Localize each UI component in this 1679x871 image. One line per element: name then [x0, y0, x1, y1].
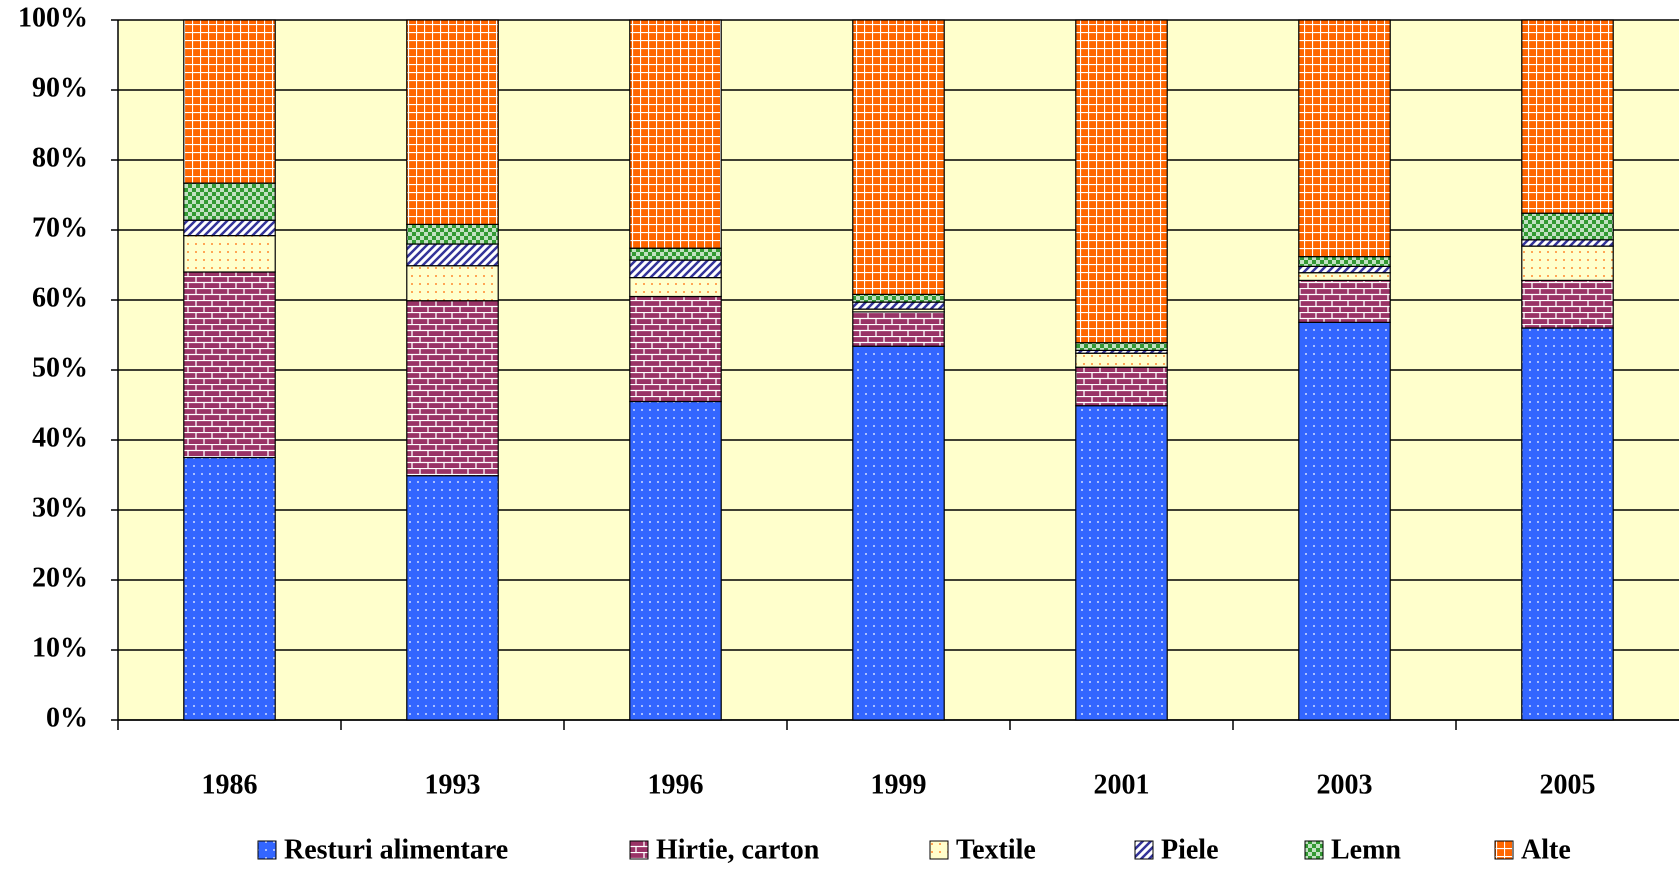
bar-segment [1521, 327, 1614, 721]
legend-label: Lemn [1331, 834, 1401, 865]
bar-segment [406, 265, 499, 302]
x-tick-label: 1996 [648, 769, 704, 800]
bar-segment [1075, 366, 1168, 407]
x-tick-label: 2001 [1094, 769, 1150, 800]
legend-swatch [1494, 840, 1514, 860]
bar-segment [183, 456, 276, 721]
legend-label: Hirtie, carton [656, 834, 820, 865]
bar-segment [406, 223, 499, 245]
bar-segment [1521, 239, 1614, 247]
bar-segment [629, 259, 722, 279]
y-tick-label: 100% [18, 2, 88, 33]
bar-segment [1075, 405, 1168, 721]
x-tick-label: 2003 [1317, 769, 1373, 800]
bar-segment [1298, 256, 1391, 268]
bar-segment [406, 300, 499, 477]
bar-segment [1521, 19, 1614, 214]
y-tick-label: 30% [32, 492, 88, 523]
bar-segment [852, 19, 945, 295]
bar-segment [1521, 245, 1614, 282]
bar-segment [406, 475, 499, 721]
legend-label: Resturi alimentare [284, 834, 508, 865]
bar-segment [183, 19, 276, 184]
y-tick-label: 0% [46, 702, 88, 733]
bar-segment [1521, 212, 1614, 241]
bar-segment [852, 293, 945, 303]
bar-segment [1075, 342, 1168, 352]
bar-segment [406, 243, 499, 267]
legend-label: Piele [1161, 834, 1219, 865]
y-tick-label: 20% [32, 562, 88, 593]
bar-segment [852, 311, 945, 347]
bar-segment [1075, 19, 1168, 344]
bar-segment [1298, 265, 1391, 274]
bar-segment [629, 19, 722, 249]
x-tick-label: 2005 [1540, 769, 1596, 800]
x-tick-label: 1993 [425, 769, 481, 800]
legend-swatch [629, 840, 649, 860]
bar-segment [183, 219, 276, 237]
x-tick-label: 1999 [871, 769, 927, 800]
y-tick-label: 10% [32, 632, 88, 663]
bar-segment [1298, 279, 1391, 323]
y-tick-label: 80% [32, 142, 88, 173]
legend-label: Alte [1521, 834, 1571, 865]
bar-segment [629, 295, 722, 403]
bar-segment [629, 400, 722, 721]
legend-swatch [929, 840, 949, 860]
legend-swatch [1304, 840, 1324, 860]
x-tick-label: 1986 [202, 769, 258, 800]
bar-segment [1298, 321, 1391, 721]
y-tick-label: 50% [32, 352, 88, 383]
bar-segment [1075, 352, 1168, 368]
legend-swatch [1134, 840, 1154, 860]
bar-segment [1298, 19, 1391, 258]
y-tick-label: 70% [32, 212, 88, 243]
bar-segment [406, 19, 499, 225]
bar-segment [852, 301, 945, 310]
y-tick-label: 60% [32, 282, 88, 313]
bar-segment [183, 235, 276, 273]
bar-segment [183, 271, 276, 459]
bar-segment [629, 277, 722, 298]
bar-segment [1521, 279, 1614, 329]
y-tick-label: 90% [32, 72, 88, 103]
bar-segment [852, 345, 945, 721]
bar-segment [629, 247, 722, 261]
bar-segment [183, 182, 276, 221]
bar-segment [1298, 272, 1391, 282]
legend-swatch [257, 840, 277, 860]
y-tick-label: 40% [32, 422, 88, 453]
legend-label: Textile [956, 834, 1036, 865]
